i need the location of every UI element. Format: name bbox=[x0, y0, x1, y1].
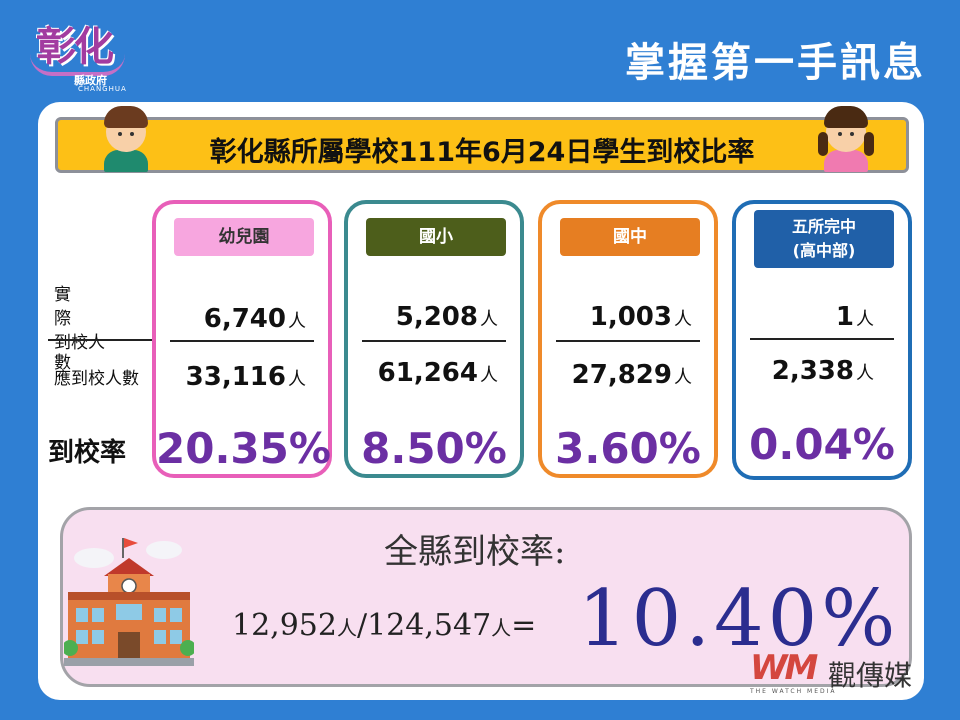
actual-label-char-3: 到校人 bbox=[54, 333, 105, 353]
total-label: 應到校人數 bbox=[54, 369, 139, 389]
brand-english: THE WATCH MEDIA bbox=[750, 688, 837, 695]
title-banner: 彰化縣所屬學校111年6月24日學生到校比率 bbox=[55, 117, 909, 173]
brand-mark: WM bbox=[750, 648, 818, 688]
actual-label-char-4: 數 bbox=[54, 353, 71, 373]
total-count: 27,829 人 bbox=[571, 360, 692, 390]
banner-title: 彰化縣所屬學校111年6月24日學生到校比率 bbox=[209, 137, 755, 168]
card-label-line2: (高中部) bbox=[792, 241, 856, 260]
rate-value: 3.60% bbox=[555, 424, 701, 473]
girl-icon bbox=[818, 104, 874, 174]
summary-calculation: 12,952人/124,547人= bbox=[232, 608, 537, 643]
rate-value: 20.35% bbox=[156, 424, 331, 473]
summary-total: 124,547 bbox=[367, 608, 492, 643]
fraction-line bbox=[170, 340, 314, 342]
card-junior-high: 國中 1,003 人 27,829 人 3.60% bbox=[538, 200, 718, 478]
page-title: 掌握第一手訊息 bbox=[625, 40, 926, 86]
boy-icon bbox=[98, 104, 154, 174]
actual-label-char-1: 實 bbox=[54, 285, 71, 305]
actual-count: 6,740 人 bbox=[203, 304, 306, 334]
logo-swoosh bbox=[30, 54, 125, 76]
summary-title: 全縣到校率: bbox=[384, 532, 566, 572]
summary-box bbox=[60, 507, 912, 687]
total-count: 61,264 人 bbox=[377, 358, 498, 388]
changhua-logo: 彰化 縣政府 CHANGHUA bbox=[30, 14, 140, 93]
fraction-line bbox=[556, 340, 700, 342]
total-count: 33,116 人 bbox=[185, 362, 306, 392]
fraction-line bbox=[362, 340, 506, 342]
total-count: 2,338 人 bbox=[771, 356, 874, 386]
rate-value: 0.04% bbox=[749, 420, 895, 469]
logo-sub: 縣政府 bbox=[74, 74, 107, 87]
logo-sub-english: CHANGHUA bbox=[78, 85, 127, 93]
school-building-icon bbox=[64, 538, 194, 666]
summary-rate: 10.40% bbox=[578, 574, 900, 664]
card-label-line1: 五所完中 bbox=[791, 217, 856, 236]
label-fraction-line bbox=[48, 339, 156, 341]
fraction-line bbox=[750, 338, 894, 340]
card-label: 國小 bbox=[366, 218, 506, 256]
rate-value: 8.50% bbox=[361, 424, 507, 473]
rate-label: 到校率 bbox=[48, 438, 127, 468]
watch-media-logo: WM 觀傳媒 THE WATCH MEDIA bbox=[750, 648, 940, 698]
card-label: 五所完中 (高中部) bbox=[754, 210, 894, 268]
actual-count: 1,003 人 bbox=[589, 302, 692, 332]
card-label: 國中 bbox=[560, 218, 700, 256]
card-label: 幼兒園 bbox=[174, 218, 314, 256]
card-elementary: 國小 5,208 人 61,264 人 8.50% bbox=[344, 200, 524, 478]
card-kindergarten: 幼兒園 6,740 人 33,116 人 20.35% bbox=[152, 200, 332, 478]
summary-actual: 12,952 bbox=[232, 608, 337, 643]
brand-name: 觀傳媒 bbox=[828, 659, 913, 692]
actual-label-char-2: 際 bbox=[54, 309, 71, 329]
actual-count: 5,208 人 bbox=[395, 302, 498, 332]
